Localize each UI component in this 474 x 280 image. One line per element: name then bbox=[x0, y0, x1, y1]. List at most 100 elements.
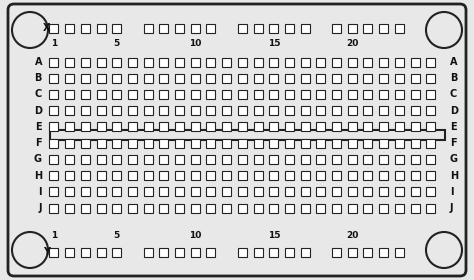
Bar bbox=[364, 122, 373, 131]
Bar bbox=[379, 155, 388, 164]
Bar bbox=[112, 204, 121, 213]
Bar bbox=[112, 139, 121, 148]
Bar bbox=[348, 74, 357, 83]
Bar bbox=[81, 122, 90, 131]
Bar bbox=[269, 106, 278, 115]
Bar bbox=[49, 187, 58, 196]
Bar bbox=[175, 74, 184, 83]
Bar bbox=[410, 106, 419, 115]
Bar bbox=[301, 171, 310, 180]
Bar bbox=[175, 171, 184, 180]
Bar bbox=[159, 139, 168, 148]
Bar bbox=[175, 139, 184, 148]
FancyBboxPatch shape bbox=[8, 4, 466, 276]
Bar bbox=[364, 204, 373, 213]
Bar bbox=[81, 204, 90, 213]
Bar bbox=[112, 57, 121, 67]
Bar bbox=[317, 171, 325, 180]
Bar bbox=[97, 248, 106, 256]
Bar bbox=[426, 74, 435, 83]
Bar bbox=[238, 90, 247, 99]
Text: 20: 20 bbox=[346, 39, 358, 48]
Circle shape bbox=[12, 232, 48, 268]
Bar bbox=[112, 24, 121, 32]
Bar bbox=[332, 74, 341, 83]
Bar bbox=[348, 106, 357, 115]
Bar bbox=[207, 74, 216, 83]
Bar bbox=[65, 122, 74, 131]
Bar bbox=[175, 204, 184, 213]
Bar bbox=[301, 90, 310, 99]
Bar bbox=[128, 122, 137, 131]
Bar bbox=[254, 204, 263, 213]
Bar bbox=[426, 187, 435, 196]
Bar bbox=[65, 248, 74, 256]
Bar bbox=[128, 187, 137, 196]
Bar bbox=[426, 139, 435, 148]
Bar bbox=[222, 122, 231, 131]
Bar bbox=[222, 139, 231, 148]
Bar bbox=[65, 90, 74, 99]
Bar bbox=[222, 155, 231, 164]
Bar bbox=[254, 248, 263, 256]
Text: 15: 15 bbox=[267, 232, 280, 241]
Bar bbox=[410, 171, 419, 180]
Bar bbox=[207, 90, 216, 99]
Bar bbox=[269, 155, 278, 164]
Bar bbox=[285, 74, 294, 83]
Bar bbox=[395, 24, 404, 32]
Text: 1: 1 bbox=[51, 39, 57, 48]
Bar bbox=[159, 57, 168, 67]
Bar bbox=[191, 204, 200, 213]
Bar bbox=[207, 248, 216, 256]
Bar bbox=[144, 74, 153, 83]
Text: 10: 10 bbox=[189, 39, 201, 48]
Text: D: D bbox=[34, 106, 42, 116]
Bar bbox=[269, 74, 278, 83]
Bar bbox=[128, 57, 137, 67]
Bar bbox=[222, 187, 231, 196]
Bar bbox=[49, 106, 58, 115]
Bar bbox=[379, 122, 388, 131]
Bar bbox=[317, 187, 325, 196]
Bar bbox=[222, 57, 231, 67]
Bar bbox=[379, 139, 388, 148]
Bar bbox=[285, 122, 294, 131]
Bar bbox=[191, 187, 200, 196]
Bar bbox=[410, 139, 419, 148]
Bar bbox=[97, 155, 106, 164]
Bar bbox=[222, 106, 231, 115]
Bar bbox=[364, 57, 373, 67]
Bar bbox=[301, 24, 310, 32]
Bar bbox=[144, 106, 153, 115]
Bar bbox=[65, 74, 74, 83]
Text: 10: 10 bbox=[189, 232, 201, 241]
Text: A: A bbox=[35, 57, 42, 67]
Circle shape bbox=[426, 232, 462, 268]
Bar bbox=[128, 171, 137, 180]
Bar bbox=[112, 122, 121, 131]
Bar bbox=[332, 24, 341, 32]
Text: E: E bbox=[450, 122, 456, 132]
Text: H: H bbox=[450, 171, 458, 181]
Bar bbox=[301, 155, 310, 164]
Bar bbox=[112, 106, 121, 115]
Bar bbox=[65, 171, 74, 180]
Bar bbox=[159, 90, 168, 99]
Bar bbox=[395, 106, 404, 115]
Bar bbox=[191, 139, 200, 148]
Bar bbox=[364, 106, 373, 115]
Bar bbox=[128, 155, 137, 164]
Bar bbox=[317, 139, 325, 148]
Bar bbox=[332, 155, 341, 164]
Bar bbox=[379, 74, 388, 83]
Bar bbox=[348, 155, 357, 164]
Bar bbox=[128, 204, 137, 213]
Bar bbox=[97, 106, 106, 115]
Bar bbox=[254, 106, 263, 115]
Bar bbox=[144, 90, 153, 99]
Bar bbox=[97, 187, 106, 196]
Bar bbox=[112, 74, 121, 83]
Bar bbox=[175, 248, 184, 256]
Bar bbox=[317, 106, 325, 115]
